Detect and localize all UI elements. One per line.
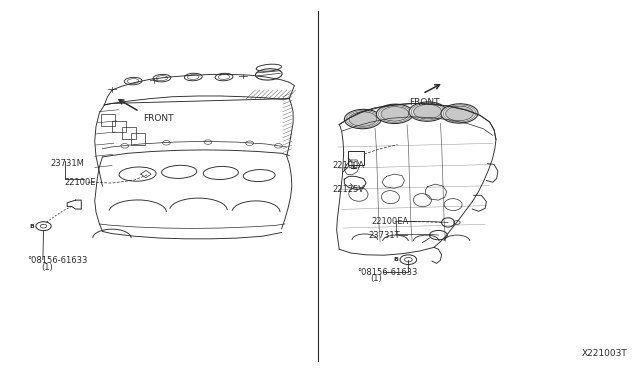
- Bar: [112, 121, 126, 132]
- Text: 23731M: 23731M: [50, 159, 84, 168]
- Text: B: B: [29, 224, 35, 229]
- Ellipse shape: [349, 112, 377, 126]
- Text: (1): (1): [42, 263, 53, 272]
- Text: 22100E: 22100E: [64, 178, 95, 187]
- Bar: [348, 151, 364, 165]
- Text: °08156-61633: °08156-61633: [27, 256, 87, 265]
- Ellipse shape: [445, 106, 474, 121]
- Text: B: B: [393, 257, 398, 262]
- Ellipse shape: [413, 104, 442, 119]
- Bar: [122, 127, 136, 139]
- Text: (1): (1): [370, 275, 381, 283]
- Text: °08156-61633: °08156-61633: [357, 268, 417, 277]
- Text: 22100EA―: 22100EA―: [371, 217, 417, 226]
- Ellipse shape: [376, 104, 413, 124]
- Text: 22100A: 22100A: [333, 161, 365, 170]
- Ellipse shape: [381, 106, 409, 121]
- Text: 23731T―: 23731T―: [368, 231, 408, 240]
- Bar: [101, 114, 115, 126]
- Text: FRONT: FRONT: [410, 98, 440, 107]
- Ellipse shape: [409, 102, 446, 121]
- Text: X221003T: X221003T: [582, 349, 627, 358]
- Ellipse shape: [441, 104, 478, 123]
- Ellipse shape: [344, 109, 381, 129]
- Text: 22125V: 22125V: [333, 185, 365, 194]
- Bar: [131, 133, 145, 145]
- Text: FRONT: FRONT: [143, 114, 174, 123]
